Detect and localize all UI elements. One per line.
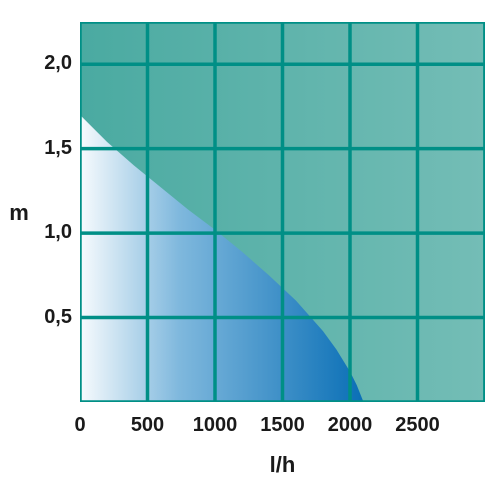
x-tick-label: 1000	[180, 414, 250, 437]
y-tick-label: 1,0	[22, 221, 72, 244]
x-tick-label: 500	[113, 414, 183, 437]
y-tick-label: 0,5	[22, 306, 72, 329]
x-tick-label: 2000	[315, 414, 385, 437]
x-tick-label: 1500	[248, 414, 318, 437]
x-tick-label: 2500	[383, 414, 453, 437]
x-axis-label: l/h	[243, 452, 323, 478]
chart-container: m l/h 0,51,01,52,0 05001000150020002500	[0, 0, 502, 500]
pump-curve-plot	[80, 22, 485, 402]
y-tick-label: 2,0	[22, 52, 72, 75]
x-tick-label: 0	[45, 414, 115, 437]
y-tick-label: 1,5	[22, 137, 72, 160]
